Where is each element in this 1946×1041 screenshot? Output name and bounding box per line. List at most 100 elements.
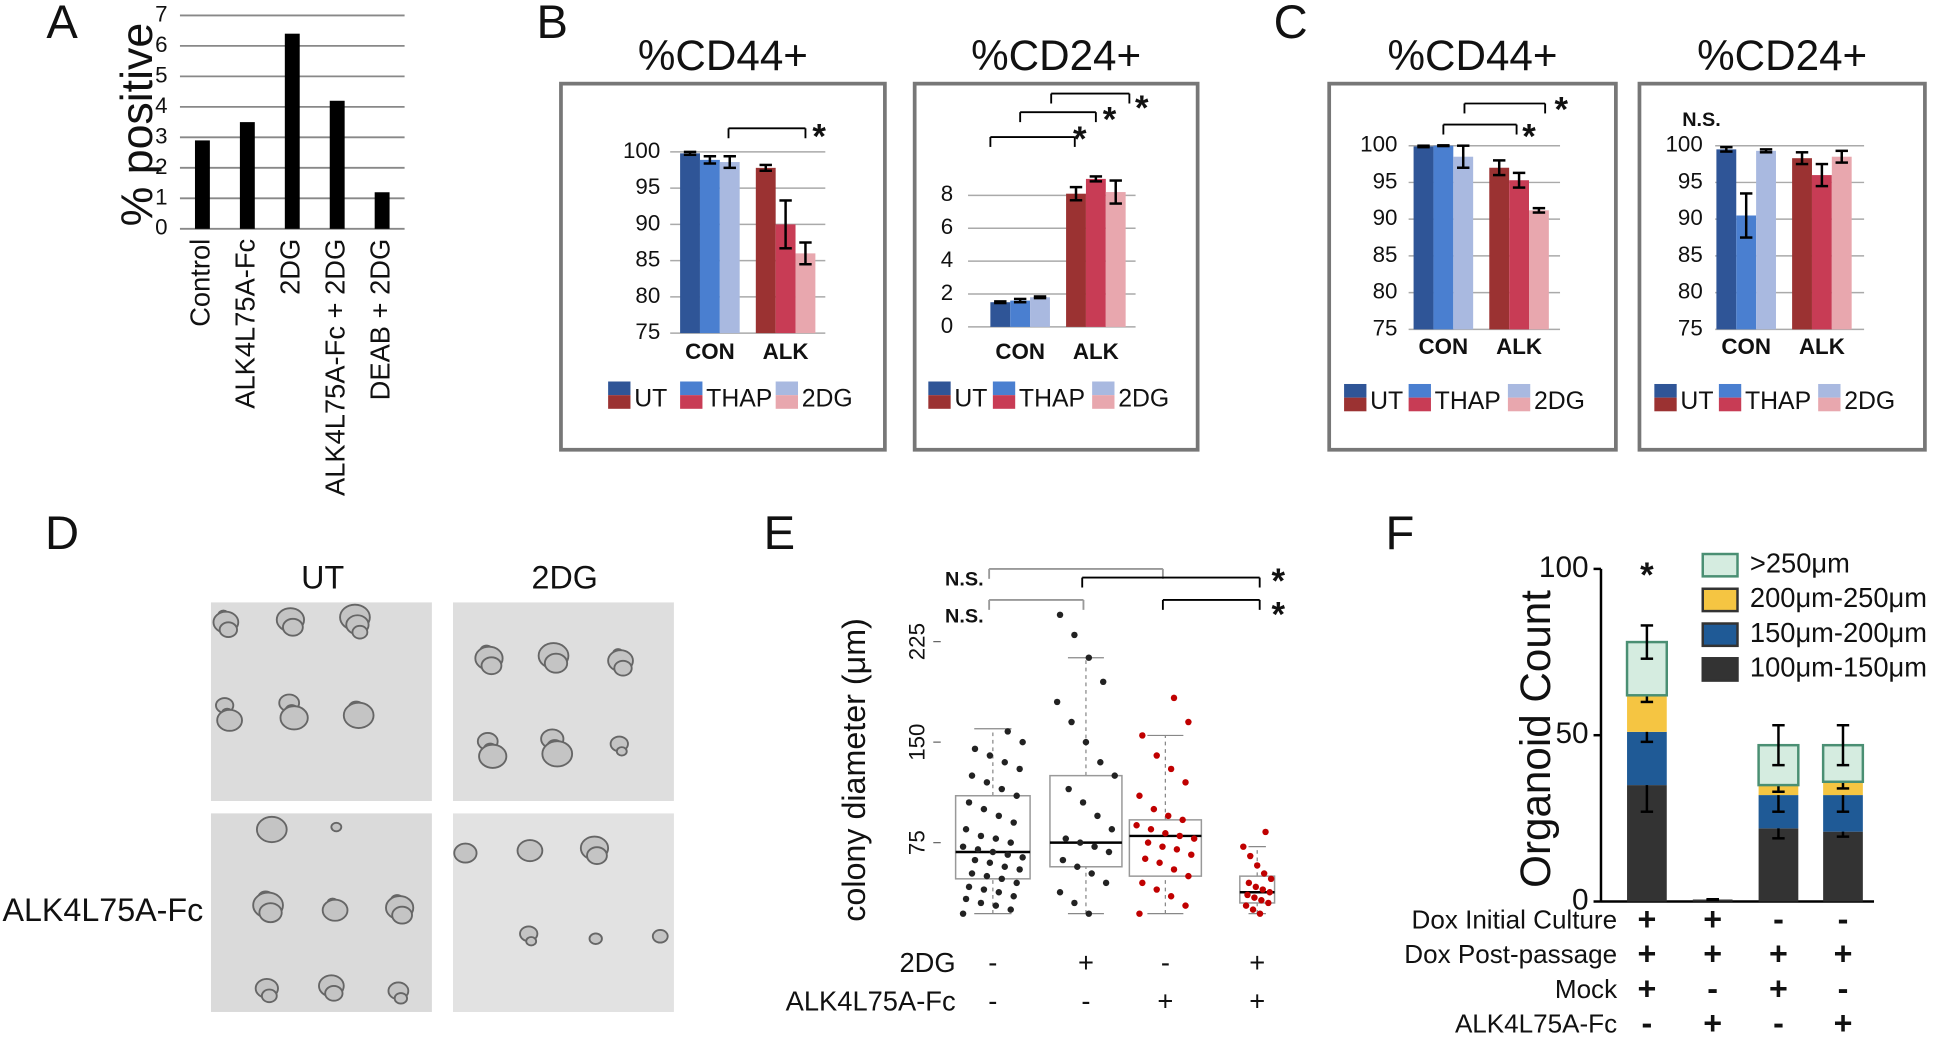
row-sign: - — [1081, 985, 1090, 1016]
row-sign: + — [1703, 901, 1722, 937]
bar — [374, 192, 390, 229]
bar — [1030, 297, 1050, 327]
data-point — [1188, 851, 1195, 858]
legend-swatch — [1092, 381, 1115, 396]
data-point — [1245, 879, 1253, 887]
bar — [1756, 150, 1776, 330]
micrograph — [210, 602, 432, 801]
y-tick-label: 0 — [155, 215, 167, 240]
annotation: * — [1135, 90, 1149, 128]
data-point — [995, 889, 1003, 896]
column-label: UT — [301, 560, 344, 596]
row-sign: + — [1769, 936, 1788, 972]
panel-letter: E — [764, 506, 795, 559]
annotation: * — [1640, 557, 1654, 595]
legend-swatch — [608, 381, 631, 396]
row-sign: + — [1637, 936, 1656, 972]
legend-swatch — [1408, 397, 1431, 412]
box — [1128, 819, 1203, 877]
row-sign: + — [1249, 947, 1265, 978]
panel-letter: D — [45, 506, 79, 559]
legend-label: 2DG — [1844, 388, 1895, 415]
y-tick-label: 75 — [635, 319, 660, 344]
row-sign: + — [1834, 936, 1853, 972]
bar — [194, 140, 210, 229]
panel-letter: B — [537, 0, 568, 48]
legend-swatch — [992, 395, 1016, 409]
legend-label: 100μm-150μm — [1750, 652, 1927, 683]
data-point — [1136, 792, 1143, 799]
data-point — [1167, 765, 1175, 773]
x-tick-label: DEAB + 2DG — [364, 239, 395, 401]
data-point — [1004, 728, 1011, 735]
data-point — [1153, 886, 1160, 893]
box — [954, 794, 1031, 880]
y-tick-label: 85 — [635, 247, 660, 272]
data-point — [1053, 698, 1061, 706]
data-point — [998, 785, 1006, 793]
legend-swatch — [1701, 552, 1739, 578]
bar — [719, 162, 740, 334]
legend-swatch — [992, 381, 1016, 396]
data-point — [995, 812, 1003, 820]
bar — [284, 33, 300, 229]
data-point — [1176, 832, 1183, 840]
bar — [1105, 192, 1126, 327]
annotation: * — [1272, 563, 1286, 601]
organoid — [516, 839, 544, 863]
data-point — [1004, 851, 1011, 858]
legend-label: 2DG — [802, 386, 853, 413]
data-point — [1094, 812, 1101, 820]
data-point — [1170, 694, 1178, 702]
legend-swatch — [1718, 383, 1742, 398]
annotation: * — [1073, 121, 1087, 159]
bar — [1831, 156, 1852, 330]
data-point — [1265, 899, 1272, 907]
data-point — [1019, 738, 1026, 746]
chart-title: %CD24+ — [971, 32, 1141, 79]
y-tick-label: 1 — [155, 184, 167, 209]
bar — [755, 167, 776, 334]
row-sign: + — [1703, 1005, 1722, 1041]
data-point — [1068, 718, 1075, 726]
data-point — [1133, 821, 1140, 829]
bar — [1529, 210, 1549, 330]
data-point — [971, 856, 979, 864]
data-point — [1088, 870, 1095, 877]
chart-title: %CD44+ — [1388, 32, 1558, 79]
bar — [990, 302, 1011, 327]
bar — [795, 253, 816, 334]
data-point — [1266, 889, 1273, 896]
data-point — [1240, 843, 1247, 850]
organoid — [330, 821, 343, 833]
data-point — [1141, 855, 1149, 862]
data-point — [959, 843, 967, 850]
data-point — [1108, 826, 1116, 833]
legend-swatch — [1654, 397, 1677, 412]
row-sign: - — [988, 947, 997, 978]
data-point — [998, 875, 1006, 883]
annotation: * — [1522, 119, 1536, 157]
legend-swatch — [608, 395, 631, 409]
data-point — [1185, 872, 1192, 880]
y-tick-label: 2 — [155, 154, 167, 179]
y-tick-label: 50 — [1555, 717, 1588, 750]
data-point — [974, 846, 982, 853]
data-point — [1259, 886, 1266, 893]
y-tick-label: 90 — [1373, 205, 1398, 230]
legend-swatch — [1654, 383, 1677, 398]
y-axis-label: Organoid Count — [1512, 590, 1559, 888]
organoid — [279, 705, 309, 731]
data-point — [1079, 799, 1087, 806]
data-point — [1099, 678, 1107, 686]
panel-letter: A — [46, 0, 78, 48]
bar — [1010, 300, 1031, 327]
legend-swatch — [1092, 395, 1115, 409]
data-point — [959, 910, 967, 917]
legend-swatch — [1818, 383, 1841, 398]
bar — [1792, 158, 1812, 330]
row-sign: + — [1637, 901, 1656, 937]
legend-label: THAP — [706, 386, 772, 413]
y-tick-label: 4 — [155, 93, 167, 118]
data-point — [1179, 816, 1186, 824]
